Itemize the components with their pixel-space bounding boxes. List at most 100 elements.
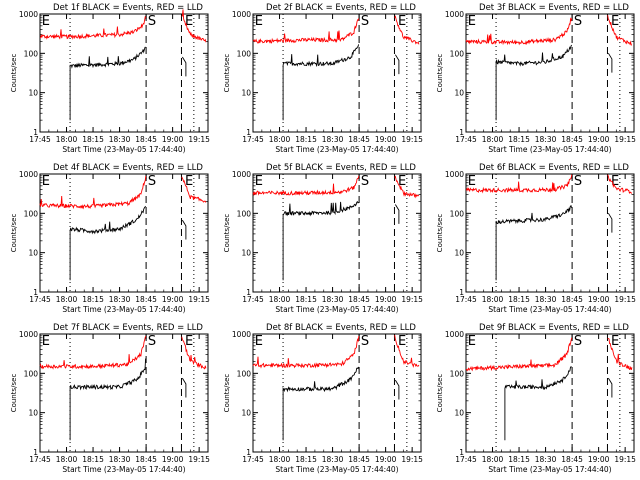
y-tick-label: 10 (454, 89, 464, 98)
plot-frame (252, 333, 422, 453)
y-tick-label: 1000 (19, 330, 38, 339)
x-tick-label: 18:15 (82, 135, 104, 144)
events-series-fragment (394, 379, 400, 400)
events-series-fragment (181, 56, 187, 77)
x-tick-label: 18:15 (295, 135, 317, 144)
x-tick-label: 18:30 (322, 135, 344, 144)
x-tick-label: 18:00 (56, 295, 78, 304)
lld-series-line (252, 334, 420, 369)
x-tick-label: 18:30 (322, 455, 344, 464)
x-tick-label: 18:15 (82, 455, 104, 464)
x-tick-label: 18:45 (135, 135, 157, 144)
plot-frame (252, 13, 422, 133)
y-tick-label: 1000 (19, 170, 38, 179)
x-tick-label: 19:15 (614, 135, 636, 144)
x-tick-label: 19:00 (375, 455, 397, 464)
events-series-line (282, 200, 359, 281)
x-tick-label: 18:00 (482, 455, 504, 464)
events-series-line (69, 46, 146, 121)
x-tick-label: 19:15 (401, 135, 423, 144)
lld-series-line (466, 337, 633, 372)
x-tick-label: 19:15 (401, 455, 423, 464)
x-tick-label: 19:00 (588, 455, 610, 464)
marker-s: S (148, 14, 156, 29)
panel-title: Det 1f BLACK = Events, RED = LLD (53, 3, 203, 13)
events-series-fragment (181, 377, 187, 398)
detector-panel-9: Det 9f BLACK = Events, RED = LLD 1 10 100 10… (436, 323, 636, 474)
x-tick-label: 18:00 (269, 455, 291, 464)
marker-s: S (361, 174, 369, 189)
x-tick-label: 18:45 (561, 455, 583, 464)
y-tick-label: 1 (33, 288, 38, 297)
lld-series-line (252, 175, 420, 199)
x-tick-label: 19:15 (401, 295, 423, 304)
x-tick-label: 17:45 (242, 295, 264, 304)
x-tick-label: 18:15 (508, 135, 530, 144)
panel-title: Det 5f BLACK = Events, RED = LLD (266, 163, 416, 173)
y-tick-label: 100 (24, 209, 39, 218)
x-tick-label: 18:30 (535, 295, 557, 304)
x-tick-label: 19:00 (375, 295, 397, 304)
x-tick-label: 18:45 (561, 135, 583, 144)
marker-e: E (468, 334, 476, 349)
detector-panel-6: Det 6f BLACK = Events, RED = LLD 1 10 100 10… (436, 163, 636, 314)
plot-frame (39, 333, 209, 453)
x-tick-label: 18:30 (109, 455, 131, 464)
y-tick-label: 100 (237, 209, 252, 218)
marker-e: E (42, 334, 50, 349)
x-tick-label: 19:00 (162, 135, 184, 144)
x-tick-label: 19:15 (188, 135, 210, 144)
x-tick-label: 18:30 (109, 295, 131, 304)
x-tick-label: 17:45 (29, 135, 51, 144)
events-series-line (504, 366, 572, 441)
panel-title: Det 6f BLACK = Events, RED = LLD (479, 163, 629, 173)
y-tick-label: 100 (450, 369, 465, 378)
x-tick-label: 17:45 (455, 295, 477, 304)
y-tick-label: 10 (28, 89, 38, 98)
lld-series-line (39, 9, 207, 43)
y-tick-label: 1 (246, 448, 251, 457)
y-tick-label: 1 (246, 288, 251, 297)
panel-title: Det 4f BLACK = Events, RED = LLD (53, 163, 203, 173)
lld-series-line (252, 15, 420, 45)
marker-e: E (185, 334, 193, 349)
x-tick-label: 18:45 (348, 135, 370, 144)
detector-panel-3: Det 3f BLACK = Events, RED = LLD 1 10 100 10… (436, 3, 636, 154)
x-tick-label: 19:15 (188, 295, 210, 304)
x-tick-label: 17:45 (242, 455, 264, 464)
x-tick-label: 19:00 (588, 135, 610, 144)
x-tick-label: 18:00 (56, 135, 78, 144)
y-tick-label: 100 (237, 369, 252, 378)
events-series-line (69, 205, 146, 281)
plot-frame (465, 173, 635, 293)
y-tick-label: 1000 (232, 330, 251, 339)
plot-frame (465, 333, 635, 453)
x-tick-label: 18:45 (561, 295, 583, 304)
y-tick-label: 10 (241, 89, 251, 98)
x-tick-label: 18:30 (109, 135, 131, 144)
y-axis-label: Counts/sec (10, 54, 18, 93)
x-tick-label: 17:45 (242, 135, 264, 144)
x-tick-label: 18:15 (295, 295, 317, 304)
x-tick-label: 19:15 (614, 295, 636, 304)
y-tick-label: 100 (24, 369, 39, 378)
marker-e: E (611, 174, 619, 189)
y-tick-label: 1000 (445, 170, 464, 179)
lld-series-line (466, 174, 633, 194)
marker-e: E (398, 334, 406, 349)
panel-title: Det 3f BLACK = Events, RED = LLD (479, 3, 629, 13)
y-tick-label: 100 (450, 49, 465, 58)
marker-e: E (185, 174, 193, 189)
x-tick-label: 18:15 (82, 295, 104, 304)
x-tick-label: 18:30 (535, 455, 557, 464)
marker-e: E (468, 174, 476, 189)
x-tick-label: 17:45 (29, 295, 51, 304)
x-tick-label: 19:00 (162, 295, 184, 304)
x-tick-label: 18:45 (348, 455, 370, 464)
y-axis-label: Counts/sec (223, 374, 231, 413)
marker-s: S (574, 174, 582, 189)
x-tick-label: 18:45 (135, 295, 157, 304)
y-axis-label: Counts/sec (436, 54, 444, 93)
y-axis-label: Counts/sec (10, 214, 18, 253)
detector-panel-1: Det 1f BLACK = Events, RED = LLD 1 10 100 10… (10, 3, 210, 154)
